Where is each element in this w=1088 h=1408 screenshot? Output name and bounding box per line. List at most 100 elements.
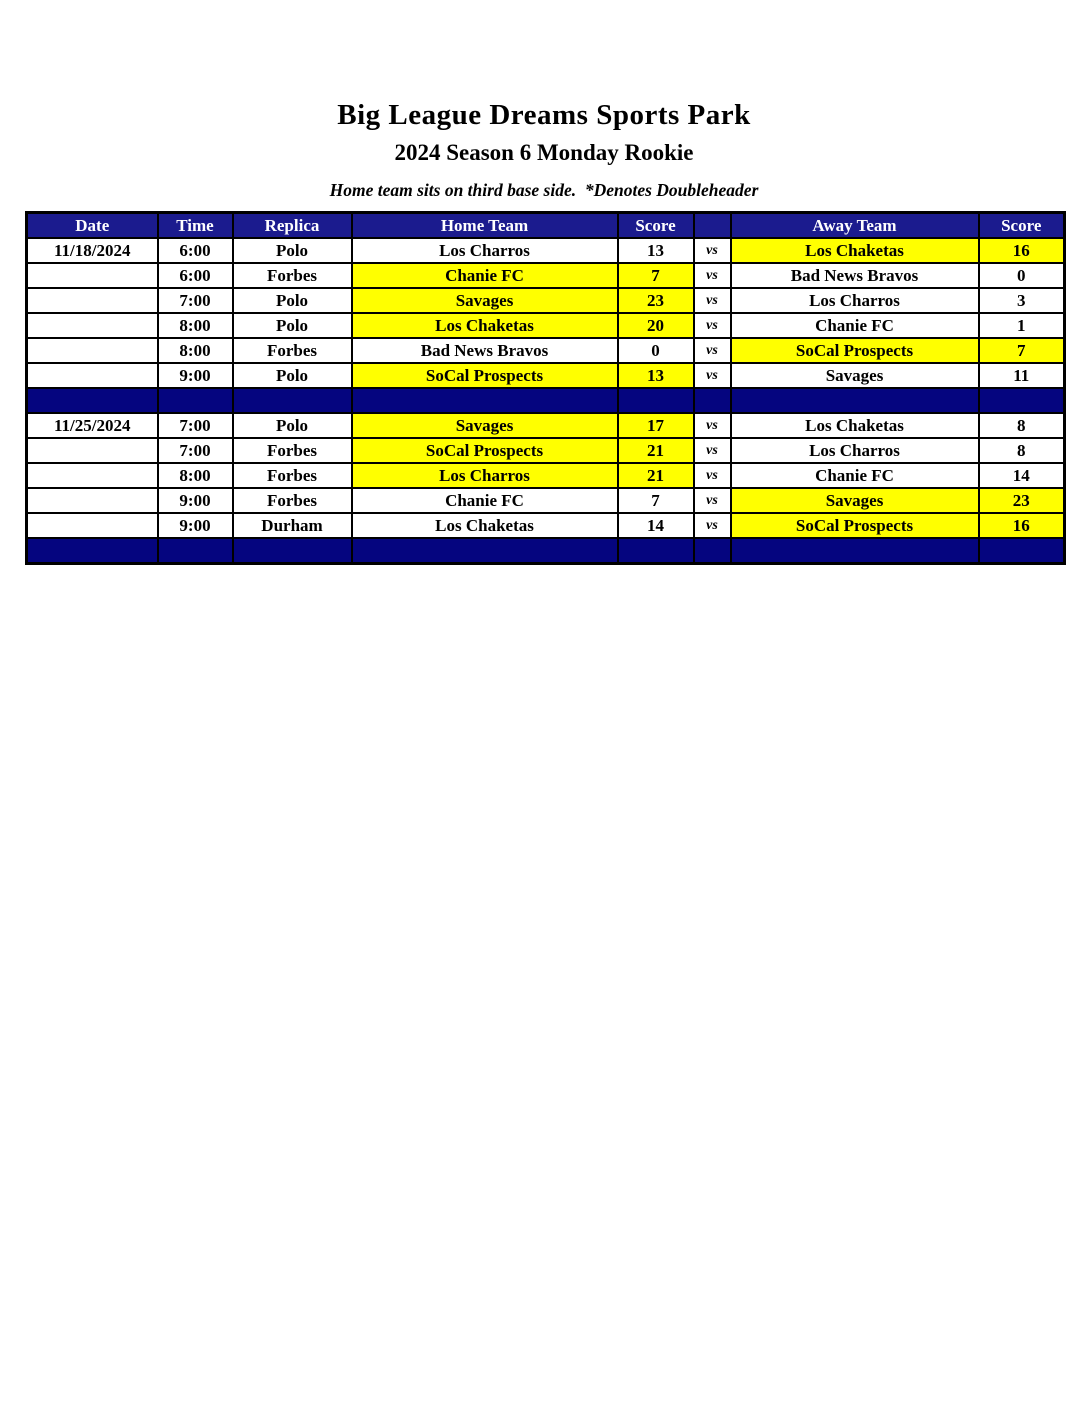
home-score-cell: 0 <box>616 337 695 364</box>
home-team-cell: Savages <box>350 412 619 439</box>
game-row: 8:00 Forbes Los Charros 21 vs Chanie FC 14 <box>25 462 1066 489</box>
away-team-cell: Savages <box>729 362 980 389</box>
vs-cell: vs <box>692 337 732 364</box>
away-score-cell: 3 <box>977 287 1066 314</box>
game-row: 6:00 Forbes Chanie FC 7 vs Bad News Bravos 0 <box>25 262 1066 289</box>
home-team-cell: Los Charros <box>350 462 619 489</box>
replica-cell: Polo <box>231 412 353 439</box>
vs-cell: vs <box>692 412 732 439</box>
date-cell <box>25 262 159 289</box>
column-header-away: Away Team <box>729 211 980 239</box>
column-header-replica: Replica <box>231 211 353 239</box>
time-cell: 8:00 <box>156 312 234 339</box>
vs-cell: vs <box>692 287 732 314</box>
separator-row <box>25 387 1066 414</box>
separator-cell <box>156 387 234 414</box>
vs-cell: vs <box>692 462 732 489</box>
separator-cell <box>977 537 1066 565</box>
vs-cell: vs <box>692 437 732 464</box>
away-team-cell: Chanie FC <box>729 312 980 339</box>
separator-cell <box>616 537 695 565</box>
time-cell: 9:00 <box>156 512 234 539</box>
time-cell: 6:00 <box>156 262 234 289</box>
replica-cell: Polo <box>231 312 353 339</box>
separator-cell <box>692 387 732 414</box>
home-score-cell: 17 <box>616 412 695 439</box>
replica-cell: Polo <box>231 362 353 389</box>
away-score-cell: 8 <box>977 412 1066 439</box>
game-row: 9:00 Polo SoCal Prospects 13 vs Savages 11 <box>25 362 1066 389</box>
away-score-cell: 11 <box>977 362 1066 389</box>
date-cell <box>25 512 159 539</box>
date-cell <box>25 287 159 314</box>
away-team-cell: Chanie FC <box>729 462 980 489</box>
away-team-cell: SoCal Prospects <box>729 337 980 364</box>
away-score-cell: 0 <box>977 262 1066 289</box>
home-team-cell: Chanie FC <box>350 487 619 514</box>
replica-cell: Forbes <box>231 487 353 514</box>
time-cell: 8:00 <box>156 462 234 489</box>
home-score-cell: 14 <box>616 512 695 539</box>
date-cell <box>25 487 159 514</box>
game-row: 8:00 Forbes Bad News Bravos 0 vs SoCal Prospe… <box>25 337 1066 364</box>
away-team-cell: Bad News Bravos <box>729 262 980 289</box>
vs-cell: vs <box>692 312 732 339</box>
home-score-cell: 21 <box>616 462 695 489</box>
separator-cell <box>692 537 732 565</box>
replica-cell: Forbes <box>231 337 353 364</box>
time-cell: 9:00 <box>156 487 234 514</box>
separator-cell <box>25 387 159 414</box>
time-cell: 7:00 <box>156 412 234 439</box>
away-score-cell: 16 <box>977 237 1066 264</box>
vs-cell: vs <box>692 512 732 539</box>
time-cell: 7:00 <box>156 287 234 314</box>
away-score-cell: 1 <box>977 312 1066 339</box>
game-row: 9:00 Durham Los Chaketas 14 vs SoCal Prospect… <box>25 512 1066 539</box>
separator-cell <box>616 387 695 414</box>
game-row: 8:00 Polo Los Chaketas 20 vs Chanie FC 1 <box>25 312 1066 339</box>
home-team-cell: Los Chaketas <box>350 512 619 539</box>
replica-cell: Polo <box>231 287 353 314</box>
home-score-cell: 13 <box>616 362 695 389</box>
away-score-cell: 14 <box>977 462 1066 489</box>
home-team-cell: Los Chaketas <box>350 312 619 339</box>
game-row: 11/18/2024 6:00 Polo Los Charros 13 vs Los Cha… <box>25 237 1066 264</box>
time-cell: 7:00 <box>156 437 234 464</box>
date-cell <box>25 312 159 339</box>
home-team-cell: Chanie FC <box>350 262 619 289</box>
home-score-cell: 21 <box>616 437 695 464</box>
page-note: Home team sits on third base side. *Deno… <box>329 180 759 200</box>
home-score-cell: 7 <box>616 262 695 289</box>
separator-cell <box>729 387 980 414</box>
separator-cell <box>25 537 159 565</box>
date-cell: 11/18/2024 <box>25 237 159 264</box>
replica-cell: Forbes <box>231 462 353 489</box>
date-cell <box>25 437 159 464</box>
schedule-table-body: 11/18/2024 6:00 Polo Los Charros 13 vs Los Cha… <box>25 237 1066 565</box>
date-cell <box>25 362 159 389</box>
column-header-time: Time <box>156 211 234 239</box>
separator-row <box>25 537 1066 565</box>
vs-cell: vs <box>692 487 732 514</box>
column-header-vs <box>692 211 732 239</box>
game-row: 11/25/2024 7:00 Polo Savages 17 vs Los Chaketa… <box>25 412 1066 439</box>
column-header-home: Home Team <box>350 211 619 239</box>
home-score-cell: 7 <box>616 487 695 514</box>
replica-cell: Polo <box>231 237 353 264</box>
home-score-cell: 23 <box>616 287 695 314</box>
home-team-cell: SoCal Prospects <box>350 437 619 464</box>
home-score-cell: 13 <box>616 237 695 264</box>
separator-cell <box>977 387 1066 414</box>
home-team-cell: SoCal Prospects <box>350 362 619 389</box>
date-cell <box>25 337 159 364</box>
page-title: Big League Dreams Sports Park <box>337 99 751 131</box>
column-header-away_score: Score <box>977 211 1066 239</box>
time-cell: 9:00 <box>156 362 234 389</box>
game-row: 9:00 Forbes Chanie FC 7 vs Savages 23 <box>25 487 1066 514</box>
away-team-cell: Savages <box>729 487 980 514</box>
home-team-cell: Bad News Bravos <box>350 337 619 364</box>
separator-cell <box>231 387 353 414</box>
vs-cell: vs <box>692 237 732 264</box>
game-row: 7:00 Polo Savages 23 vs Los Charros 3 <box>25 287 1066 314</box>
